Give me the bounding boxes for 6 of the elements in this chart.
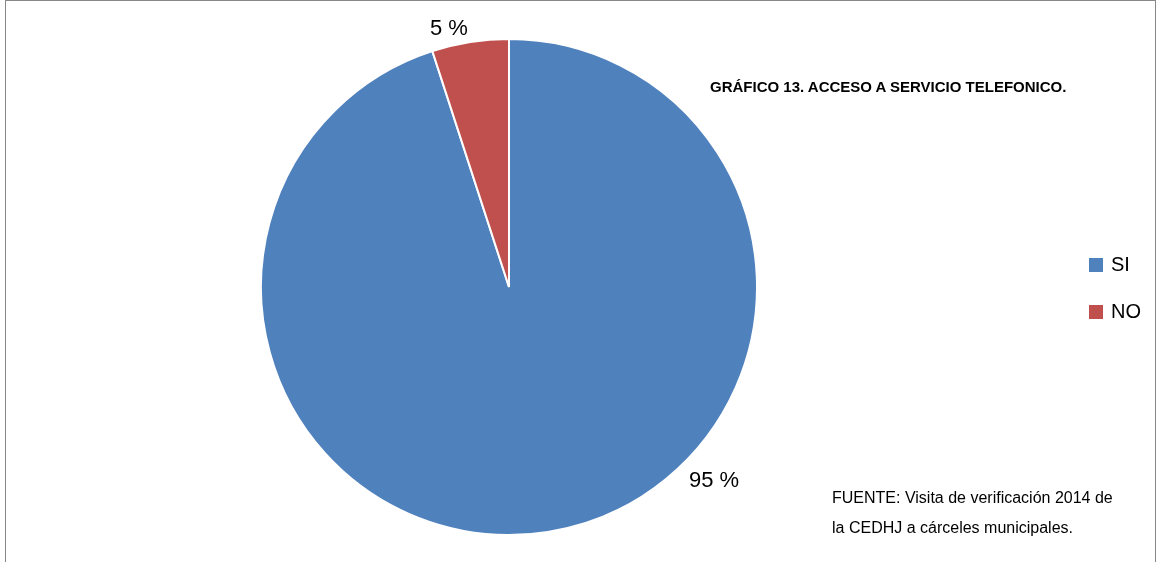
text: GRÁFICO 13. ACCESO A SERVICIO TELEFONICO. [710,78,1067,95]
data-label: 5 % [429,15,468,41]
data-label: 95 % [688,466,740,492]
legend-label: NO [1111,300,1141,322]
source-note: FUENTE: Visita de verificación 2014 de la CEDHJ a cárceles municipales. [832,489,1113,536]
legend-label: SI [1111,253,1130,275]
